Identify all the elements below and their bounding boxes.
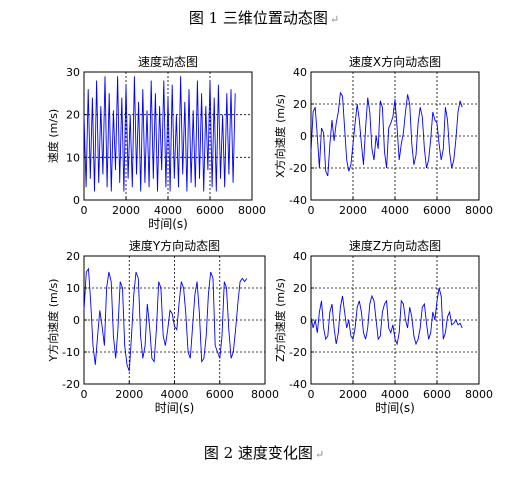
x-tick-label: 4000 bbox=[161, 388, 189, 401]
chart-panel-3: 0 2000 4000 6000 8000 -20 -10 0 10 20 速度Y方向动态图时间(s… bbox=[46, 238, 279, 415]
y-tick-label: -40 bbox=[289, 194, 307, 207]
y-tick-label: 20 bbox=[293, 282, 307, 295]
x-tick-label: 2000 bbox=[339, 388, 367, 401]
y-tick-label: -10 bbox=[62, 346, 80, 359]
figure-1-caption-text: 图 1 三维位置动态图 bbox=[188, 9, 328, 27]
series-line bbox=[310, 91, 463, 177]
x-tick-label: 2000 bbox=[339, 204, 367, 217]
x-axis-label: 时间(s) bbox=[155, 401, 195, 415]
series-line bbox=[310, 287, 463, 346]
x-tick-label: 2000 bbox=[115, 388, 143, 401]
y-tick-label: -40 bbox=[289, 378, 307, 391]
y-tick-label: 40 bbox=[293, 66, 307, 79]
figure-2-caption-text: 图 2 速度变化图 bbox=[203, 444, 313, 462]
y-axis-label: X方向速度 (m/s) bbox=[273, 94, 287, 178]
x-tick-label: 6000 bbox=[423, 388, 451, 401]
x-tick-label: 0 bbox=[308, 388, 315, 401]
y-tick-label: -20 bbox=[289, 162, 307, 175]
y-tick-label: 20 bbox=[293, 98, 307, 111]
x-tick-label: 4000 bbox=[154, 204, 182, 217]
y-tick-label: 10 bbox=[66, 282, 80, 295]
y-tick-label: 0 bbox=[73, 194, 80, 207]
chart-title: 速度X方向动态图 bbox=[349, 54, 441, 69]
paragraph-mark-icon: ↵ bbox=[314, 448, 325, 461]
y-tick-label: -20 bbox=[289, 346, 307, 359]
figure-2-caption: 图 2 速度变化图 ↵ bbox=[0, 442, 528, 463]
x-tick-label: 2000 bbox=[112, 204, 140, 217]
paragraph-mark-icon: ↵ bbox=[329, 13, 340, 26]
y-axis-label: 速度 (m/s) bbox=[46, 109, 60, 163]
y-axis-label: Y方向速度 (m/s) bbox=[46, 279, 60, 363]
y-tick-label: 30 bbox=[66, 66, 80, 79]
x-tick-label: 8000 bbox=[465, 204, 493, 217]
y-tick-label: 0 bbox=[73, 314, 80, 327]
x-axis-label: 时间(s) bbox=[375, 401, 415, 415]
series-line bbox=[83, 76, 236, 192]
x-tick-label: 6000 bbox=[423, 204, 451, 217]
y-tick-label: -20 bbox=[62, 378, 80, 391]
y-tick-label: 40 bbox=[293, 250, 307, 263]
chart-title: 速度Y方向动态图 bbox=[129, 238, 220, 253]
x-tick-label: 8000 bbox=[238, 204, 266, 217]
y-tick-label: 10 bbox=[66, 151, 80, 164]
x-tick-label: 4000 bbox=[381, 388, 409, 401]
x-tick-label: 0 bbox=[81, 388, 88, 401]
x-tick-label: 8000 bbox=[465, 388, 493, 401]
x-axis-label: 时间(s) bbox=[148, 217, 188, 231]
figure-1-caption: 图 1 三维位置动态图 ↵ bbox=[0, 7, 528, 28]
x-tick-label: 6000 bbox=[196, 204, 224, 217]
x-tick-label: 6000 bbox=[206, 388, 234, 401]
x-tick-label: 0 bbox=[308, 204, 315, 217]
chart-panel-2: 0 2000 4000 6000 8000 -40 -20 0 20 40 速度X方向动态图 X方向速… bbox=[273, 54, 493, 217]
y-tick-label: 0 bbox=[300, 130, 307, 143]
x-tick-label: 0 bbox=[81, 204, 88, 217]
y-tick-label: 20 bbox=[66, 109, 80, 122]
chart-title: 速度Z方向动态图 bbox=[349, 238, 441, 253]
y-axis-label: Z方向速度 (m/s) bbox=[273, 278, 287, 362]
x-tick-label: 4000 bbox=[381, 204, 409, 217]
series-line bbox=[83, 267, 248, 372]
chart-title: 速度动态图 bbox=[138, 54, 198, 69]
y-tick-label: 0 bbox=[300, 314, 307, 327]
x-tick-label: 8000 bbox=[251, 388, 279, 401]
chart-panel-4: 0 2000 4000 6000 8000 -40 -20 0 20 40 速度Z方向动态图时间(s… bbox=[273, 238, 493, 415]
y-tick-label: 20 bbox=[66, 250, 80, 263]
